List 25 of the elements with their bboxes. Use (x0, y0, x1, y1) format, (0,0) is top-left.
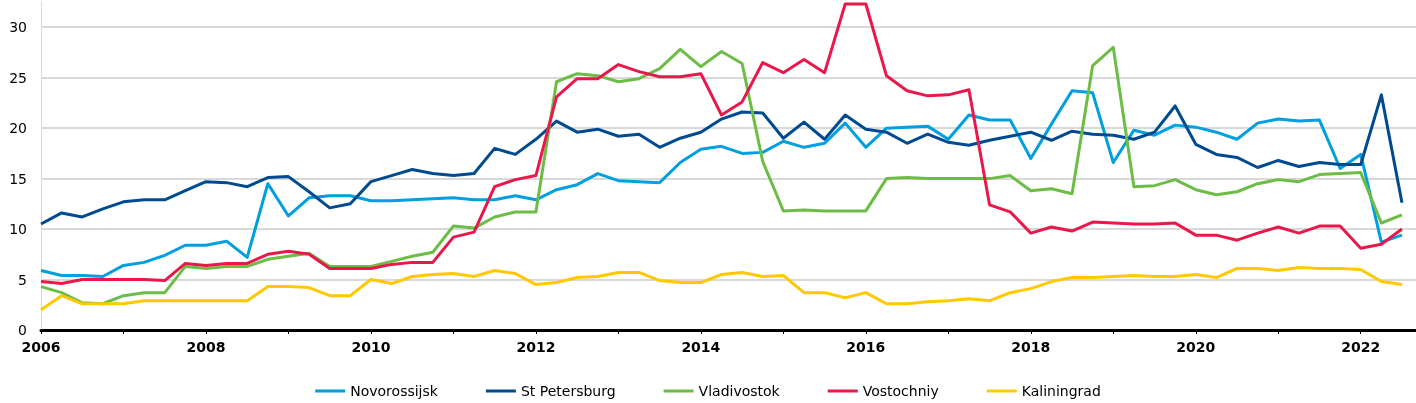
x-tick-label: 2018 (1011, 339, 1051, 355)
x-tick-label: 2008 (186, 339, 226, 355)
legend-label: Vostochniy (862, 383, 939, 399)
y-tick-label: 0 (18, 322, 27, 338)
x-tick-label: 2014 (681, 339, 721, 355)
legend-label: Vladivostok (698, 383, 781, 399)
y-tick-label: 10 (9, 221, 27, 238)
legend-label: Novorossijsk (350, 383, 439, 399)
x-tick-label: 2016 (846, 339, 886, 355)
legend-label: Kaliningrad (1021, 383, 1101, 399)
line-series (39, 265, 1404, 312)
legend-label: St Petersburg (520, 383, 616, 399)
line-series (39, 2, 1404, 286)
x-tick-label: 2010 (351, 339, 391, 355)
x-tick-label: 2006 (21, 339, 61, 355)
y-tick-label: 20 (9, 120, 27, 137)
line-series (39, 89, 1404, 279)
x-tick-label: 2012 (516, 339, 556, 355)
y-tick-label: 25 (9, 69, 27, 86)
x-tick-label: 2022 (1341, 339, 1381, 355)
y-tick-label: 15 (9, 170, 27, 187)
y-tick-label: 5 (18, 271, 27, 288)
y-tick-label: 30 (9, 19, 27, 36)
line-series (39, 93, 1404, 226)
x-tick-label: 2020 (1176, 339, 1216, 355)
